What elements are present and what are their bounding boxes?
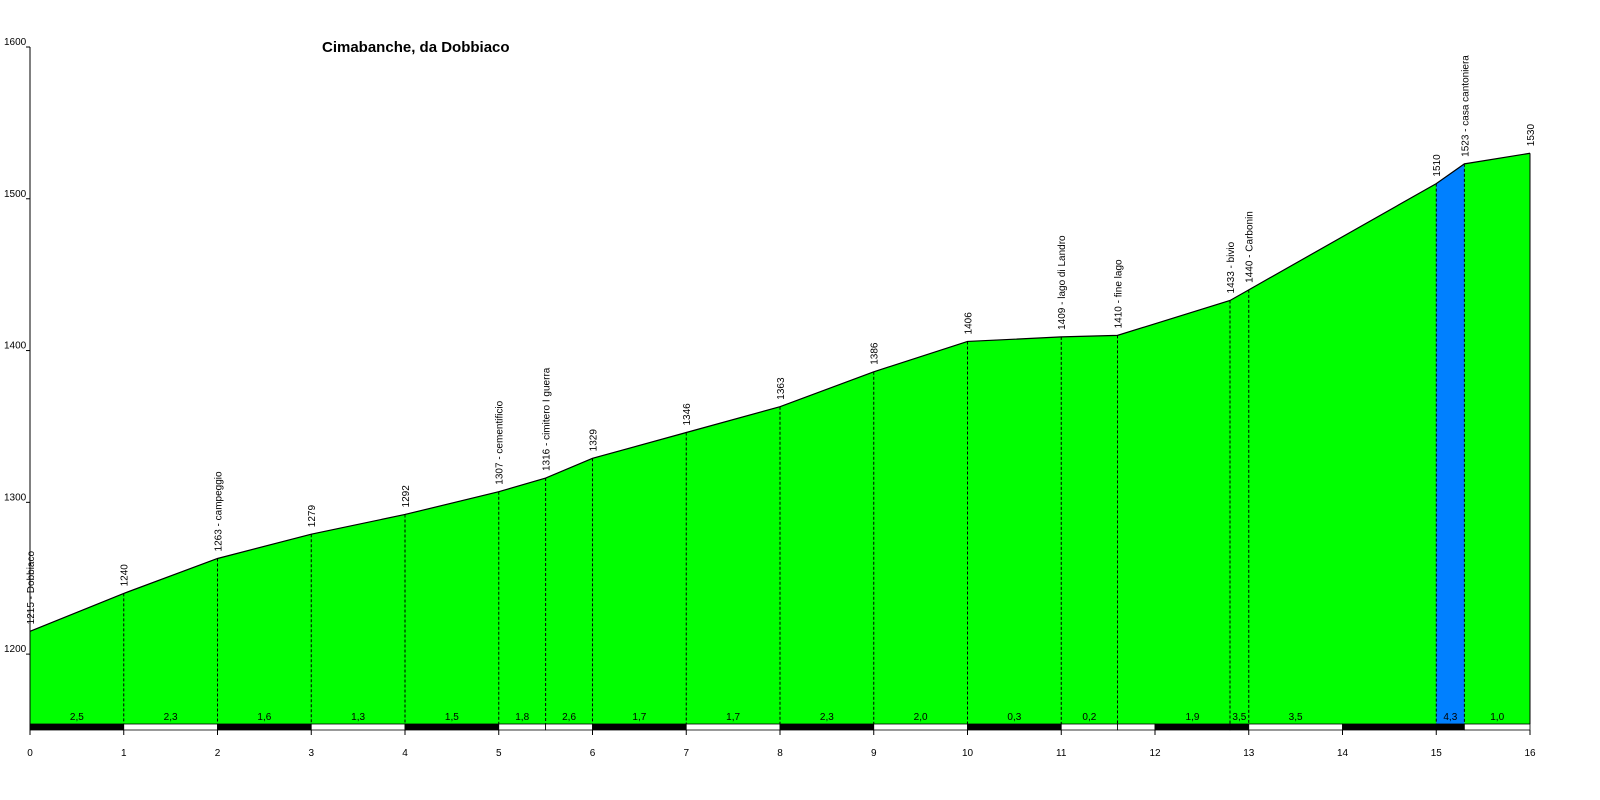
waypoint-label: 1386 [870, 342, 881, 365]
segment-gradient-label: 1,8 [515, 712, 529, 723]
km-bar-segment [1060, 723, 1118, 731]
x-tick-label: 4 [402, 748, 408, 759]
km-bar-segment [123, 723, 218, 731]
segment-gradient-label: 0,2 [1082, 712, 1096, 723]
waypoint-label: 1363 [776, 377, 787, 400]
waypoint-label: 1523 - casa cantoniera [1460, 55, 1471, 157]
km-bar-segment [1117, 723, 1156, 731]
waypoint-label: 1329 [589, 429, 600, 452]
waypoint-label: 1240 [120, 564, 131, 587]
x-tick-label: 12 [1149, 748, 1161, 759]
chart-title: Cimabanche, da Dobbiaco [322, 39, 510, 56]
km-bar-segment [779, 723, 875, 731]
x-tick-label: 3 [308, 748, 314, 759]
waypoint-label: 1530 [1526, 124, 1537, 147]
segment-gradient-label: 0,3 [1007, 712, 1021, 723]
profile-highlight-section [1436, 163, 1465, 724]
km-bar-segment [404, 723, 500, 731]
km-bar-segment [592, 723, 687, 731]
km-bar-segment [217, 723, 312, 731]
waypoint-label: 1346 [682, 403, 693, 426]
waypoint-label: 1307 - cementificio [495, 400, 506, 484]
waypoint-label: 1433 - bivio [1226, 241, 1237, 293]
x-tick-label: 14 [1337, 748, 1349, 759]
segment-gradient-label: 1,7 [726, 712, 740, 723]
x-tick-label: 1 [121, 748, 127, 759]
y-tick-label: 1200 [4, 644, 27, 655]
km-bar-segment [1248, 723, 1343, 731]
segment-gradient-label: 2,0 [914, 712, 928, 723]
segment-gradient-label: 1,3 [351, 712, 365, 723]
km-bar-segment [1463, 723, 1531, 731]
segment-gradient-label: 2,3 [820, 712, 834, 723]
x-tick-label: 6 [590, 748, 596, 759]
km-bar-segment [1154, 723, 1231, 731]
y-tick-label: 1600 [4, 37, 27, 48]
segment-gradient-label: 1,7 [632, 712, 646, 723]
x-tick-label: 13 [1243, 748, 1255, 759]
km-bar-segment [29, 723, 125, 731]
waypoint-label: 1292 [401, 485, 412, 508]
x-tick-label: 2 [215, 748, 221, 759]
segment-gradient-label: 2,5 [70, 712, 84, 723]
km-bar-segment [873, 723, 968, 731]
x-tick-label: 7 [683, 748, 689, 759]
x-tick-label: 0 [27, 748, 33, 759]
waypoint-label: 1410 - fine lago [1114, 259, 1125, 328]
km-bar-segment [685, 723, 781, 731]
waypoint-label: 1409 - lago di Landro [1057, 235, 1068, 330]
segment-gradient-label: 1,6 [257, 712, 271, 723]
segment-gradient-label: 2,3 [164, 712, 178, 723]
km-bar-segment [498, 723, 547, 731]
waypoint-label: 1510 [1432, 154, 1443, 177]
waypoint-label: 1263 - campeggio [214, 471, 225, 551]
segment-gradient-label: 2,6 [562, 712, 576, 723]
segment-gradient-label: 3,5 [1232, 712, 1246, 723]
km-bar-segment [1435, 723, 1465, 731]
x-tick-label: 9 [871, 748, 877, 759]
segment-gradient-label: 1,9 [1186, 712, 1200, 723]
segment-gradient-label: 3,5 [1289, 712, 1303, 723]
km-bar-segment [545, 723, 593, 731]
x-tick-label: 10 [962, 748, 974, 759]
waypoint-label: 1215 - Dobbiaco [26, 551, 37, 625]
y-tick-label: 1300 [4, 492, 27, 503]
waypoint-label: 1440 - Carbonin [1245, 211, 1256, 283]
x-tick-label: 15 [1431, 748, 1443, 759]
km-bar-segment [310, 723, 406, 731]
waypoint-label: 1279 [307, 505, 318, 528]
segment-gradient-label: 1,0 [1490, 712, 1504, 723]
waypoint-label: 1316 - cimitero I guerra [542, 367, 553, 471]
segment-gradient-label: 4,3 [1443, 712, 1457, 723]
km-bar-segment [1342, 723, 1437, 731]
x-tick-label: 5 [496, 748, 502, 759]
km-bar-segment [1229, 723, 1250, 731]
x-tick-label: 16 [1524, 748, 1536, 759]
km-bar-segment [967, 723, 1062, 731]
y-tick-label: 1400 [4, 341, 27, 352]
segment-gradient-label: 1,5 [445, 712, 459, 723]
waypoint-label: 1406 [964, 312, 975, 335]
x-tick-label: 8 [777, 748, 783, 759]
y-tick-label: 1500 [4, 189, 27, 200]
x-tick-label: 11 [1056, 748, 1067, 759]
